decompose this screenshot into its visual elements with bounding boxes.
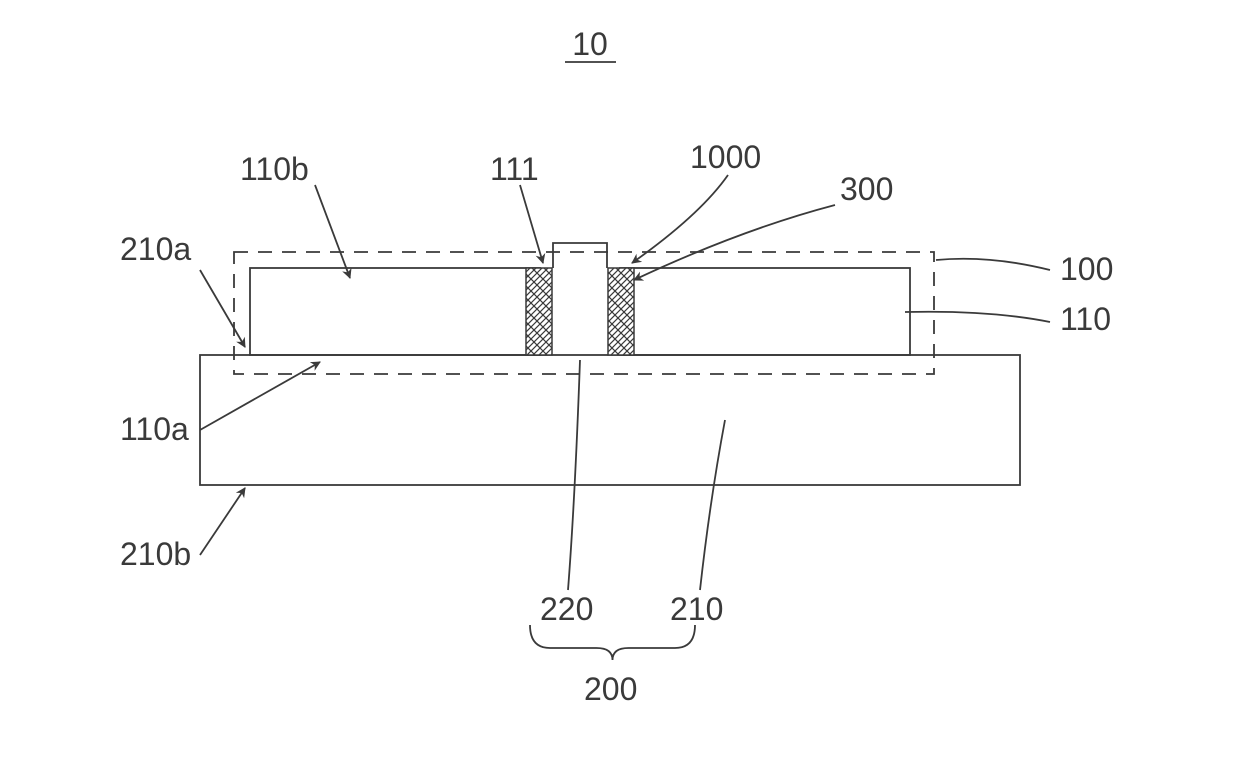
label-l220: 220 (540, 591, 593, 627)
leader-a1000 (632, 175, 728, 263)
leader-lines (200, 175, 1050, 590)
label-l110: 110 (1060, 301, 1111, 337)
labels-group: 110b 111 1000 300 100 110 210a 110a 210b 220 210 20… (120, 139, 1113, 707)
leader-a210b (200, 488, 245, 555)
label-l300: 300 (840, 171, 893, 207)
label-l210: 210 (670, 591, 723, 627)
label-l110a: 110a (120, 411, 189, 447)
label-l110b: 110b (240, 151, 309, 187)
hatch-left-300 (526, 268, 552, 355)
figure-number: 10 (572, 26, 608, 62)
leader-a110a (200, 362, 320, 430)
label-l210a: 210a (120, 231, 191, 267)
label-l210b: 210b (120, 536, 191, 572)
hatch-right-300 (608, 268, 634, 355)
leader-a100 (936, 259, 1050, 270)
label-l1000: 1000 (690, 139, 761, 175)
leader-a210 (700, 420, 725, 590)
leader-a210a (200, 270, 245, 347)
center-tab-1000 (553, 243, 607, 268)
block-left-110 (250, 268, 540, 355)
leader-a110b (315, 185, 350, 278)
label-l200: 200 (584, 671, 637, 707)
block-right-110 (620, 268, 910, 355)
brace-200 (530, 625, 695, 660)
label-l100: 100 (1060, 251, 1113, 287)
label-l111: 111 (490, 151, 539, 187)
leader-a220 (568, 360, 580, 590)
base-plate-210 (200, 355, 1020, 485)
leader-a110 (905, 312, 1050, 322)
